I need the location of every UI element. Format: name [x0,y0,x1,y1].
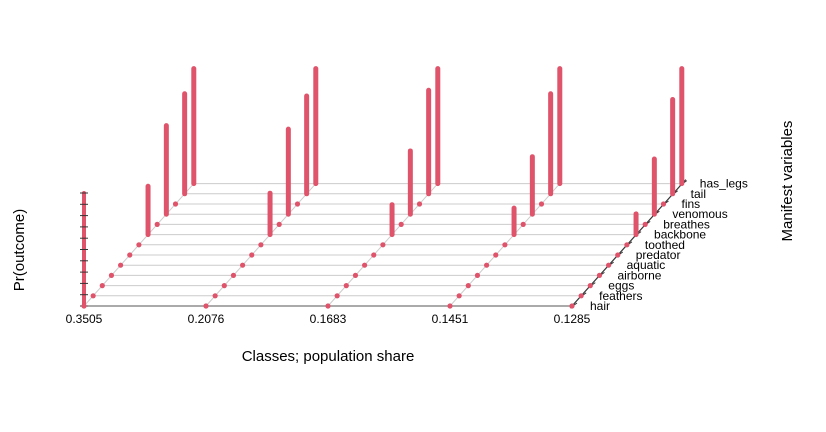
z-tick-label: breathes [663,217,710,231]
point-0.3505-toothed [136,242,142,248]
point-0.1285-predator [615,252,621,258]
x-tick-label: 0.1683 [310,312,347,326]
point-0.2076-eggs [221,283,227,289]
point-0.1451-airborne [474,272,481,278]
x-tick-label: 0.1451 [432,312,469,326]
point-0.1683-hair [325,303,331,309]
point-0.2076-fins [294,201,301,207]
point-0.2076-feathers [212,293,218,299]
x-tick-label: 0.2076 [188,312,225,326]
z-tick-label: predator [636,248,681,262]
point-0.3505-fins [172,201,179,207]
point-0.1683-predator [371,252,377,258]
z-tick-label: backbone [654,228,706,242]
y-axis-title: Pr(outcome) [11,209,28,292]
point-0.1285-toothed [624,242,630,248]
point-0.1451-feathers [456,293,462,299]
point-0.1451-fins [538,201,545,207]
z-tick-label: eggs [608,279,634,293]
point-0.1285-hair [569,303,575,309]
point-0.3505-hair [81,303,87,309]
x-tick-label: 0.1285 [554,312,591,326]
z-tick-label: venomous [672,207,727,221]
point-0.3505-aquatic [118,262,124,268]
z-tick-label: feathers [599,289,642,303]
z-axis-title: Manifest variables [779,121,796,242]
z-tick-label: hair [590,299,610,313]
point-0.1451-aquatic [484,262,490,268]
point-0.1451-breathes [520,221,526,227]
z-tick-label: toothed [645,238,685,252]
point-0.1683-aquatic [362,262,368,268]
point-0.1683-airborne [352,272,359,278]
bars-layer [81,66,685,309]
point-0.2076-breathes [276,221,282,227]
point-0.2076-predator [249,252,255,258]
point-0.1285-feathers [578,293,584,299]
point-0.1451-eggs [465,283,471,289]
point-0.1451-predator [493,252,499,258]
point-0.1683-feathers [334,293,340,299]
point-0.1683-breathes [398,221,404,227]
point-0.1285-aquatic [606,262,612,268]
point-0.3505-predator [127,252,133,258]
point-0.1451-toothed [502,242,508,248]
point-0.2076-aquatic [240,262,246,268]
point-0.1683-fins [416,201,423,207]
point-0.2076-hair [203,303,209,309]
point-0.2076-toothed [258,242,264,248]
point-0.1683-toothed [380,242,386,248]
z-tick-label: airborne [617,268,661,282]
x-axis-title: Classes; population share [242,348,415,365]
z-tick-label: aquatic [627,258,666,272]
point-0.3505-airborne [108,272,115,278]
point-0.3505-breathes [154,221,160,227]
labels-layer: 0.3505 0.2076 0.1683 0.1451 0.1285hairfeathe… [66,177,748,326]
point-0.1285-breathes [642,221,648,227]
point-0.1285-eggs [587,283,593,289]
z-tick-label: fins [682,197,701,211]
z-tick-label: has_legs [700,177,748,191]
x-tick-label: 0.3505 [66,312,103,326]
point-0.2076-airborne [230,272,237,278]
point-0.3505-eggs [99,283,105,289]
point-0.1285-fins [660,201,667,207]
point-0.1451-hair [447,303,453,309]
z-tick-label: tail [691,187,706,201]
point-0.1285-airborne [596,272,603,278]
point-0.1683-eggs [343,283,349,289]
point-0.3505-feathers [90,293,96,299]
